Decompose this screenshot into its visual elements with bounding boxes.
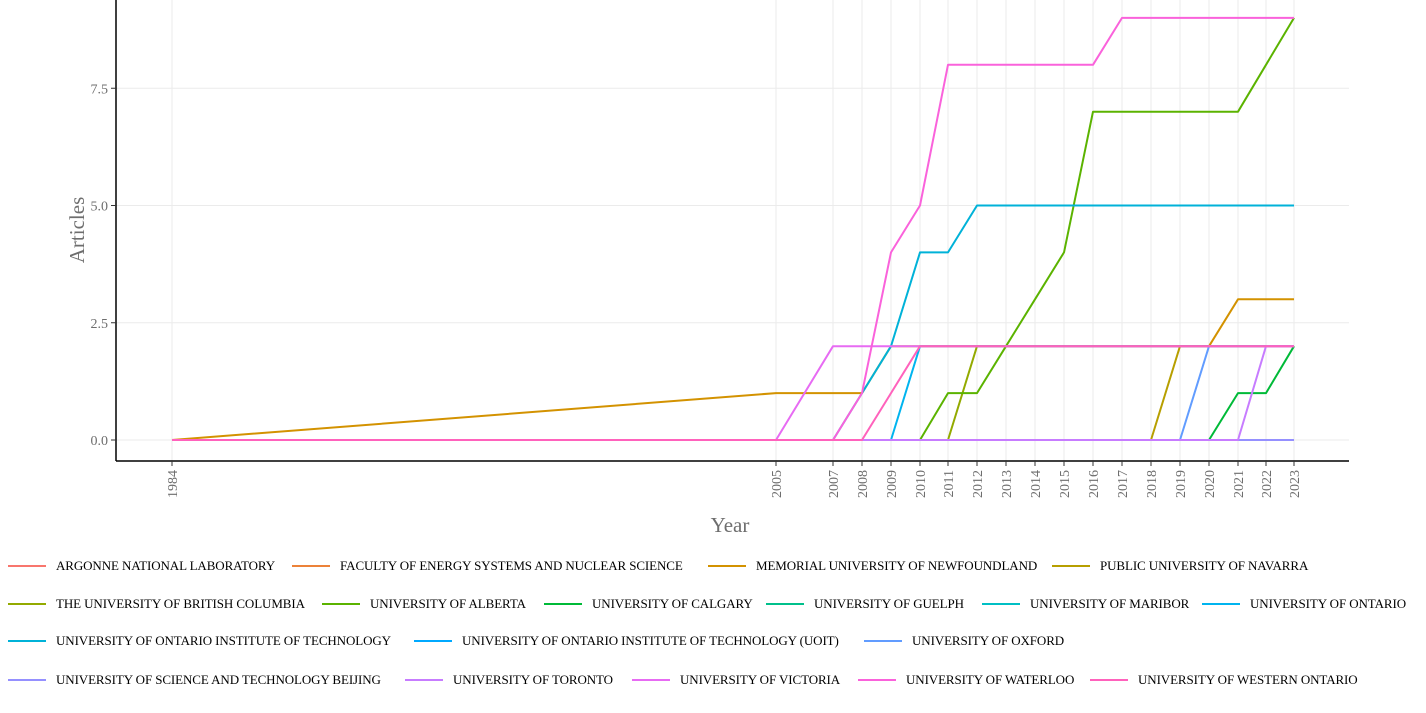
legend-item: THE UNIVERSITY OF BRITISH COLUMBIA bbox=[8, 596, 305, 612]
legend-label: PUBLIC UNIVERSITY OF NAVARRA bbox=[1100, 558, 1309, 573]
legend-item: UNIVERSITY OF TORONTO bbox=[405, 672, 613, 688]
legend: ARGONNE NATIONAL LABORATORY FACULTY OF EN… bbox=[0, 552, 1426, 712]
legend-label: UNIVERSITY OF ALBERTA bbox=[370, 596, 526, 611]
legend-item: UNIVERSITY OF SCIENCE AND TECHNOLOGY BEI… bbox=[8, 672, 381, 688]
y-axis-title: Articles bbox=[65, 197, 89, 263]
legend-swatch bbox=[8, 679, 46, 681]
y-tick-label: 0.0 bbox=[91, 434, 109, 449]
legend-swatch bbox=[544, 603, 582, 605]
legend-label: UNIVERSITY OF TORONTO bbox=[453, 672, 613, 687]
legend-label: UNIVERSITY OF WESTERN ONTARIO bbox=[1138, 672, 1358, 687]
y-tick-labels: 0.0 2.5 5.0 7.5 bbox=[91, 82, 116, 449]
legend-label: MEMORIAL UNIVERSITY OF NEWFOUNDLAND bbox=[756, 558, 1038, 573]
legend-swatch bbox=[858, 679, 896, 681]
legend-swatch bbox=[982, 603, 1020, 605]
series-line bbox=[172, 345, 1294, 441]
legend-label: UNIVERSITY OF OXFORD bbox=[912, 633, 1065, 648]
legend-swatch bbox=[1052, 565, 1090, 567]
legend-label: UNIVERSITY OF VICTORIA bbox=[680, 672, 841, 687]
legend-swatch bbox=[864, 640, 902, 642]
legend-item: UNIVERSITY OF VICTORIA bbox=[632, 672, 840, 688]
legend-label: UNIVERSITY OF MARIBOR bbox=[1030, 596, 1190, 611]
y-tick-label: 7.5 bbox=[91, 82, 109, 97]
legend-swatch bbox=[8, 640, 46, 642]
legend-swatch bbox=[708, 565, 746, 567]
x-tick-label: 2023 bbox=[1288, 470, 1303, 498]
legend-swatch bbox=[322, 603, 360, 605]
legend-item: UNIVERSITY OF CALGARY bbox=[544, 596, 753, 612]
grid-lines bbox=[116, 0, 1349, 461]
legend-label: UNIVERSITY OF ONTARIO INSTITUTE OF TECHN… bbox=[56, 633, 391, 648]
legend-item: UNIVERSITY OF MARIBOR bbox=[982, 596, 1189, 612]
legend-swatch bbox=[1090, 679, 1128, 681]
x-tick-label: 2021 bbox=[1232, 470, 1247, 498]
series-line bbox=[172, 16, 1294, 441]
x-tick-label: 1984 bbox=[166, 470, 181, 498]
legend-swatch bbox=[8, 603, 46, 605]
legend-label: ARGONNE NATIONAL LABORATORY bbox=[56, 558, 276, 573]
series-line bbox=[171, 298, 1294, 441]
y-tick-label: 5.0 bbox=[91, 200, 109, 215]
x-tick-label: 2005 bbox=[770, 470, 785, 498]
legend-item: UNIVERSITY OF WATERLOO bbox=[858, 672, 1074, 688]
y-tick-label: 2.5 bbox=[91, 317, 109, 332]
x-tick-label: 2014 bbox=[1029, 470, 1044, 498]
x-tick-label: 2007 bbox=[827, 470, 842, 498]
legend-swatch bbox=[1202, 603, 1240, 605]
legend-item: UNIVERSITY OF ALBERTA bbox=[322, 596, 526, 612]
x-tick-label: 2011 bbox=[942, 470, 957, 497]
legend-item: ARGONNE NATIONAL LABORATORY bbox=[8, 558, 275, 574]
legend-swatch bbox=[632, 679, 670, 681]
axes bbox=[115, 0, 1349, 462]
legend-label: THE UNIVERSITY OF BRITISH COLUMBIA bbox=[56, 596, 305, 611]
series-lines bbox=[171, 16, 1295, 441]
legend-swatch bbox=[414, 640, 452, 642]
x-tick-label: 2009 bbox=[885, 470, 900, 498]
legend-label: UNIVERSITY OF GUELPH bbox=[814, 596, 964, 611]
legend-item: UNIVERSITY OF ONTARIO INSTITUTE OF TECHN… bbox=[414, 633, 839, 649]
x-tick-label: 2022 bbox=[1260, 470, 1275, 498]
x-axis-title: Year bbox=[711, 513, 750, 537]
x-tick-label: 2008 bbox=[856, 470, 871, 498]
x-tick-label: 2017 bbox=[1116, 470, 1131, 498]
legend-label: UNIVERSITY OF WATERLOO bbox=[906, 672, 1075, 687]
x-tick-label: 2018 bbox=[1145, 470, 1160, 498]
x-tick-label: 2020 bbox=[1203, 470, 1218, 498]
x-tick-labels: 1984 2005 2007 2008 2009 2010 2011 2012 2013 2014… bbox=[166, 461, 1303, 498]
x-tick-label: 2015 bbox=[1058, 470, 1073, 498]
legend-item: UNIVERSITY OF ONTARIO bbox=[1202, 596, 1406, 612]
legend-item: UNIVERSITY OF WESTERN ONTARIO bbox=[1090, 672, 1358, 688]
legend-item: PUBLIC UNIVERSITY OF NAVARRA bbox=[1052, 558, 1308, 574]
legend-label: FACULTY OF ENERGY SYSTEMS AND NUCLEAR SC… bbox=[340, 558, 683, 573]
x-tick-label: 2019 bbox=[1174, 470, 1189, 498]
legend-item: UNIVERSITY OF OXFORD bbox=[864, 633, 1064, 649]
legend-swatch bbox=[766, 603, 804, 605]
x-tick-label: 2010 bbox=[914, 470, 929, 498]
x-tick-label: 2016 bbox=[1087, 470, 1102, 498]
x-tick-label: 2012 bbox=[971, 470, 986, 498]
legend-label: UNIVERSITY OF CALGARY bbox=[592, 596, 753, 611]
legend-item: UNIVERSITY OF GUELPH bbox=[766, 596, 964, 612]
legend-label: UNIVERSITY OF ONTARIO INSTITUTE OF TECHN… bbox=[462, 633, 839, 648]
legend-item: FACULTY OF ENERGY SYSTEMS AND NUCLEAR SC… bbox=[292, 558, 683, 574]
series-line bbox=[172, 17, 1295, 441]
x-tick-label: 2013 bbox=[1000, 470, 1015, 498]
legend-item: MEMORIAL UNIVERSITY OF NEWFOUNDLAND bbox=[708, 558, 1037, 574]
legend-label: UNIVERSITY OF SCIENCE AND TECHNOLOGY BEI… bbox=[56, 672, 381, 687]
legend-label: UNIVERSITY OF ONTARIO bbox=[1250, 596, 1406, 611]
legend-swatch bbox=[8, 565, 46, 567]
legend-swatch bbox=[405, 679, 443, 681]
legend-swatch bbox=[292, 565, 330, 567]
legend-item: UNIVERSITY OF ONTARIO INSTITUTE OF TECHN… bbox=[8, 633, 391, 649]
line-chart: 0.0 2.5 5.0 7.5 1984 2005 2007 2008 2009 2010 201… bbox=[65, 0, 1349, 537]
